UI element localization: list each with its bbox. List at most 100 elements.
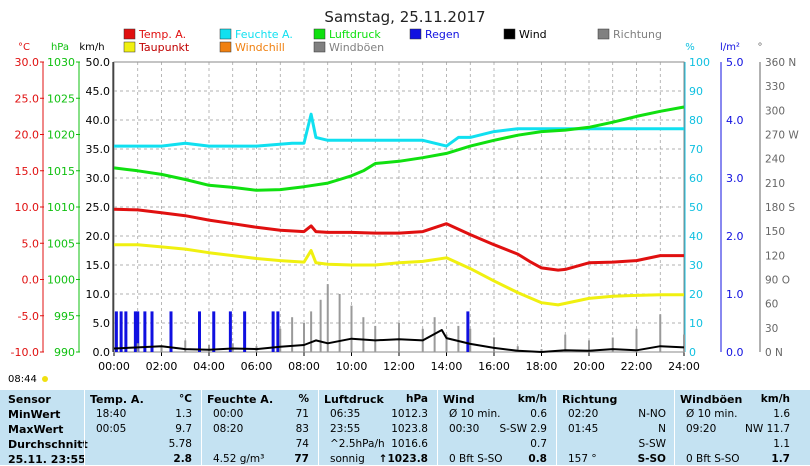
temp-unit-label: °C bbox=[18, 42, 30, 53]
column-header: Richtung bbox=[562, 393, 618, 406]
rain-bar bbox=[124, 311, 128, 352]
gust-bar bbox=[350, 305, 353, 352]
cell-label: 01:45 bbox=[568, 423, 599, 435]
cell-value: 0.7 bbox=[530, 438, 547, 450]
legend-swatch bbox=[409, 28, 422, 40]
pressure-tick-label: 1005 bbox=[47, 237, 75, 250]
series-line bbox=[113, 207, 684, 272]
rain-bar bbox=[119, 311, 123, 352]
pressure-unit-label: hPa bbox=[51, 42, 69, 53]
gust-bar bbox=[457, 325, 460, 352]
rain-tick-label: 1.0 bbox=[726, 288, 744, 301]
rain-bar bbox=[150, 311, 154, 352]
pressure-tick-label: 1015 bbox=[47, 165, 75, 178]
direction-tick-label: 30 bbox=[765, 323, 778, 335]
humidity-tick-label: 30 bbox=[689, 259, 703, 272]
stats-column bbox=[201, 390, 314, 465]
gust-bar bbox=[683, 334, 685, 352]
gust-bar bbox=[635, 328, 638, 352]
gust-bar bbox=[398, 323, 400, 352]
legend-label: Temp. A. bbox=[138, 28, 186, 41]
axes: °C hPa km/h% l/m² ° 30.0 25.0 20.0 15.0 10.0 5.0 0.… bbox=[8, 42, 799, 385]
rain-bar bbox=[136, 311, 140, 352]
cell-value: 9.7 bbox=[175, 423, 192, 435]
humidity-unit-label: % bbox=[685, 42, 695, 53]
cell-value: 0.8 bbox=[528, 453, 547, 465]
legend-label: Windböen bbox=[329, 41, 384, 54]
cell-value: N bbox=[658, 423, 666, 435]
direction-tick-label: 60 bbox=[765, 299, 778, 311]
wind-tick-label: 20.0 bbox=[86, 230, 111, 243]
time-tick-label: 02:00 bbox=[146, 360, 178, 373]
legend-swatch bbox=[123, 28, 136, 40]
rain-bar bbox=[243, 311, 247, 352]
rain-bar bbox=[133, 311, 137, 352]
humidity-tick-label: 80 bbox=[689, 114, 703, 127]
time-tick-label: 18:00 bbox=[526, 360, 558, 373]
stats-column bbox=[674, 390, 795, 465]
rain-bar bbox=[276, 311, 280, 352]
rain-tick-label: 5.0 bbox=[726, 56, 744, 69]
wind-tick-label: 5.0 bbox=[93, 317, 111, 330]
wind-tick-label: 50.0 bbox=[86, 56, 111, 69]
time-tick-label: 24:00 bbox=[668, 360, 700, 373]
time-tick-label: 04:00 bbox=[193, 360, 225, 373]
cell-label: 06:35 bbox=[330, 408, 361, 420]
legend-swatch bbox=[313, 41, 326, 53]
cell-value: 71 bbox=[295, 408, 309, 420]
sunrise-marker bbox=[42, 376, 48, 382]
gust-bar bbox=[208, 345, 210, 352]
row-label: Sensor bbox=[8, 393, 51, 406]
rain-bar bbox=[228, 311, 232, 352]
cell-label: 02:20 bbox=[568, 408, 599, 420]
legend-label: Luftdruck bbox=[329, 28, 381, 41]
column-unit: % bbox=[298, 393, 309, 405]
gust-bar bbox=[659, 314, 662, 352]
cell-value: 1.3 bbox=[175, 408, 192, 420]
legend-swatch bbox=[219, 41, 232, 53]
pressure-tick-label: 1020 bbox=[47, 129, 75, 142]
wind-tick-label: 15.0 bbox=[86, 259, 111, 272]
humidity-tick-label: 20 bbox=[689, 288, 703, 301]
humidity-tick-label: 50 bbox=[689, 201, 703, 214]
humidity-tick-label: 60 bbox=[689, 172, 703, 185]
direction-tick-label: 210 bbox=[765, 178, 785, 190]
cell-value: 77 bbox=[294, 453, 309, 465]
column-unit: km/h bbox=[760, 393, 790, 405]
cell-value: 1023.8 bbox=[391, 423, 428, 435]
wind-unit-label: km/h bbox=[79, 42, 104, 53]
gust-bar bbox=[319, 299, 322, 352]
gust-bar bbox=[362, 317, 365, 352]
pressure-tick-label: 1025 bbox=[47, 92, 75, 105]
legend-label: Windchill bbox=[235, 41, 285, 54]
legend-swatch bbox=[123, 41, 136, 53]
cell-value: 74 bbox=[295, 438, 309, 450]
cell-value: NW 11.7 bbox=[745, 423, 790, 435]
wind-tick-label: 30.0 bbox=[86, 172, 111, 185]
gust-bar bbox=[564, 334, 567, 352]
time-tick-label: 08:00 bbox=[288, 360, 320, 373]
series-line bbox=[114, 112, 684, 148]
cell-label: 0 Bft S-SO bbox=[449, 453, 503, 465]
pressure-tick-label: 1010 bbox=[47, 201, 75, 214]
rain-bar bbox=[169, 311, 173, 352]
direction-tick-label: 360 N bbox=[765, 57, 796, 69]
temp-tick-label: 10.0 bbox=[15, 201, 40, 214]
pressure-tick-label: 990 bbox=[54, 346, 75, 359]
wind-tick-label: 40.0 bbox=[86, 114, 111, 127]
rain-bar bbox=[114, 311, 118, 352]
row-label: 25.11. 23:55 bbox=[8, 453, 86, 466]
stats-column bbox=[318, 390, 433, 465]
stats-column bbox=[556, 390, 671, 465]
cell-label: Ø 10 min. bbox=[686, 408, 738, 420]
direction-tick-label: 270 W bbox=[765, 130, 799, 142]
gust-bar bbox=[611, 337, 614, 352]
row-label: MinWert bbox=[8, 408, 61, 421]
legend-label: Richtung bbox=[613, 28, 662, 41]
cell-label: 00:30 bbox=[449, 423, 480, 435]
cell-label: 08:20 bbox=[213, 423, 244, 435]
legend-swatch bbox=[313, 28, 326, 40]
legend: Temp. A. Feuchte A. Luftdruck Regen Wind Rich… bbox=[123, 28, 662, 54]
temp-tick-label: -10.0 bbox=[11, 346, 39, 359]
direction-tick-label: 90 O bbox=[765, 275, 790, 287]
